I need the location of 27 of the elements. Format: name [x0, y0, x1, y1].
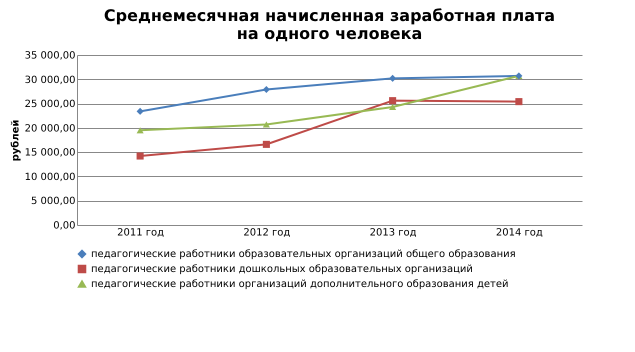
point	[389, 74, 396, 82]
x-tick-label: 2013 год	[370, 228, 417, 238]
legend-label: педагогические работники дошкольных образовательных организаций	[91, 264, 473, 275]
point	[389, 97, 396, 104]
y-tick-label: 0,00	[53, 220, 76, 232]
legend-label: педагогические работники образовательных организаций общего образования	[91, 249, 516, 260]
x-tick-label: 2014 год	[496, 228, 543, 238]
y-tick-label: 10 000,00	[24, 172, 76, 183]
y-tick-label: 35 000,00	[24, 50, 76, 62]
y-tick-label: 30 000,00	[24, 74, 76, 86]
point	[389, 104, 396, 110]
y-tick-label: 15 000,00	[24, 148, 76, 159]
y-tick-label: 25 000,00	[24, 99, 76, 110]
point	[136, 108, 144, 115]
x-tick-label: 2011 год	[117, 228, 164, 238]
y-tick-label: 20 000,00	[24, 123, 76, 134]
legend-label: педагогические работники организаций дополнительного образования детей	[91, 279, 509, 290]
point	[262, 121, 270, 128]
point	[136, 152, 144, 160]
point	[262, 140, 270, 148]
y-tick-label: 5 000,00	[30, 196, 76, 208]
chart-title: Среднемесячная начисленная заработная плата на одного человека	[104, 6, 556, 43]
y-axis-title: рублей	[10, 120, 22, 162]
point	[136, 127, 144, 134]
x-tick-label: 2012 год	[243, 228, 290, 238]
point	[515, 98, 522, 106]
point	[262, 86, 270, 94]
